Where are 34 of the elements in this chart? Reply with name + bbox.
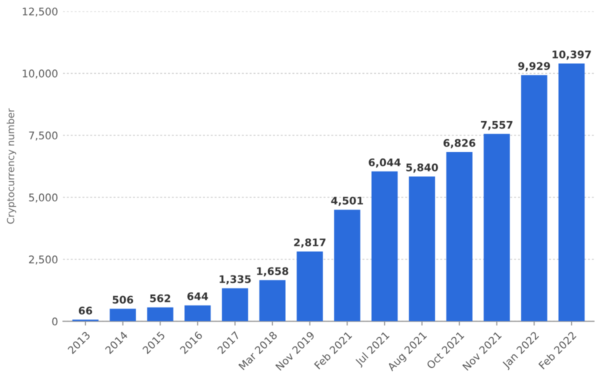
y-tick-label: 7,500 [29, 132, 58, 140]
data-label: 506 [112, 296, 134, 304]
bar [296, 251, 323, 322]
y-tick-label: 5,000 [29, 194, 58, 202]
bar [259, 280, 286, 322]
bar [184, 305, 211, 322]
data-label: 562 [150, 294, 170, 302]
y-tick-label: 10,000 [22, 70, 58, 78]
bar [521, 75, 548, 322]
y-axis-title: Cryptocurrency number [6, 108, 16, 224]
data-label: 9,929 [518, 62, 550, 72]
data-label: 10,397 [552, 50, 591, 60]
data-label: 1,658 [257, 267, 288, 276]
bar [446, 152, 472, 322]
data-label: 7,557 [480, 121, 512, 130]
bar [558, 63, 585, 322]
data-label: 6,044 [368, 158, 401, 168]
data-label: 644 [187, 292, 208, 300]
bar [110, 308, 136, 322]
bar [408, 176, 436, 322]
bar [334, 210, 360, 322]
data-label: 66 [78, 306, 92, 315]
bar [484, 134, 510, 322]
data-label: 6,826 [444, 139, 476, 148]
data-label: 1,335 [220, 275, 251, 284]
bar [222, 288, 248, 322]
y-tick-label: 12,500 [22, 8, 58, 17]
bar [372, 171, 398, 322]
y-tick-label: 0 [52, 318, 58, 326]
data-label: 5,840 [406, 163, 438, 173]
data-label: 4,501 [331, 196, 363, 206]
data-label: 2,817 [294, 238, 326, 248]
y-tick-label: 2,500 [29, 256, 58, 264]
bar [147, 307, 174, 322]
